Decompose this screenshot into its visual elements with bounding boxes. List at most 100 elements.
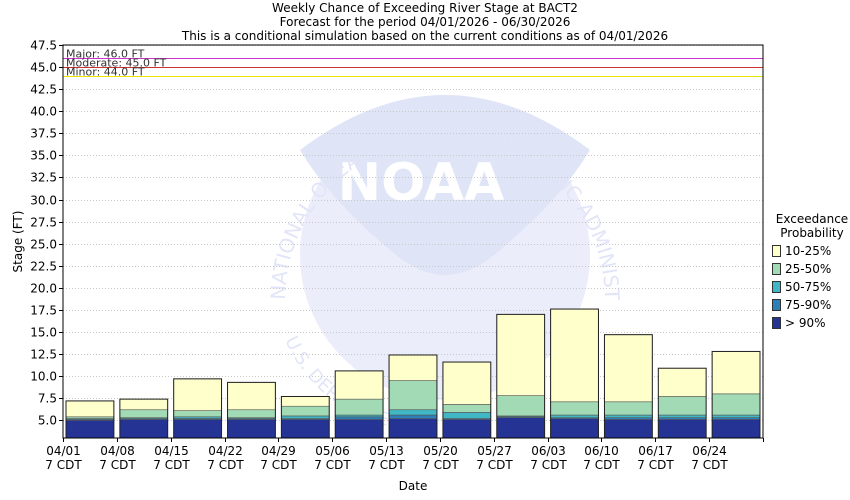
chart-title: Weekly Chance of Exceeding River Stage a… — [272, 1, 578, 15]
y-tick-label: 32.5 — [30, 171, 57, 185]
x-tick-sublabel: 7 CDT — [476, 458, 513, 472]
legend: Exceedance Probability 10-25% 25-50% 50-75… — [772, 212, 850, 332]
legend-title-line1: Exceedance — [775, 212, 849, 226]
bar-segment-25-50 — [550, 401, 599, 416]
bar-segment-25-50 — [173, 410, 222, 418]
x-tick-label: 06/10 — [584, 444, 619, 458]
y-tick-label: 22.5 — [30, 260, 57, 274]
bar-segment-25-50 — [604, 401, 653, 416]
x-tick-label: 04/29 — [261, 444, 296, 458]
x-tick-sublabel: 7 CDT — [691, 458, 728, 472]
bar-segment-10-25 — [604, 334, 653, 403]
bar-segment-25-50 — [281, 405, 330, 417]
legend-swatch — [772, 299, 781, 311]
x-tick-label: 05/27 — [477, 444, 512, 458]
x-tick-label: 04/08 — [100, 444, 135, 458]
x-tick-label: 05/06 — [315, 444, 350, 458]
x-tick-sublabel: 7 CDT — [422, 458, 459, 472]
legend-item: 10-25% — [772, 242, 850, 260]
x-tick-sublabel: 7 CDT — [99, 458, 136, 472]
y-tick-label: 35.0 — [30, 149, 57, 163]
y-tick-label: 15.0 — [30, 326, 57, 340]
plot-frame — [62, 44, 764, 439]
bar-segment-10-25 — [442, 361, 492, 405]
x-tick-sublabel: 7 CDT — [637, 458, 674, 472]
bar-segment-gt90 — [173, 419, 222, 439]
bar-segment-gt90 — [334, 419, 384, 439]
x-tick-label: 04/01 — [46, 444, 81, 458]
bar-segment-10-25 — [119, 398, 168, 411]
x-tick-label: 04/15 — [154, 444, 189, 458]
x-tick-label: 05/13 — [369, 444, 404, 458]
x-tick-label: 06/03 — [531, 444, 566, 458]
legend-swatch — [772, 263, 781, 275]
x-tick-sublabel: 7 CDT — [314, 458, 351, 472]
bar-segment-50-75 — [711, 414, 761, 418]
bar-segment-50-75 — [550, 414, 599, 418]
y-tick-label: 45.0 — [30, 61, 57, 75]
bar-segment-75-90 — [388, 414, 438, 419]
bar-segment-gt90 — [550, 418, 599, 439]
chart-subtitle-period: Forecast for the period 04/01/2026 - 06/… — [279, 15, 571, 29]
bar-segment-gt90 — [227, 419, 276, 439]
y-tick-label: 42.5 — [30, 83, 57, 97]
x-tick-sublabel: 7 CDT — [153, 458, 190, 472]
bar-segment-gt90 — [711, 419, 761, 439]
bar-segment-10-25 — [711, 351, 761, 395]
bar-segment-gt90 — [604, 419, 653, 439]
bar-segment-50-75 — [658, 414, 707, 418]
bar-segment-25-50 — [711, 393, 761, 416]
legend-swatch — [772, 245, 781, 257]
y-tick-label: 30.0 — [30, 194, 57, 208]
x-tick-sublabel: 7 CDT — [260, 458, 297, 472]
legend-swatch — [772, 317, 781, 329]
bar-segment-gt90 — [388, 418, 438, 439]
legend-title-line2: Probability — [780, 226, 844, 240]
y-tick-label: 47.5 — [30, 39, 57, 53]
y-tick-label: 40.0 — [30, 105, 57, 119]
y-tick-label: 27.5 — [30, 216, 57, 230]
bar-segment-10-25 — [281, 396, 330, 407]
noaa-logo-text: NOAA — [338, 153, 505, 213]
bar-segment-10-25 — [334, 370, 384, 400]
bar-segment-10-25 — [658, 367, 707, 397]
legend-item: > 90% — [772, 314, 850, 332]
bar-segment-25-50 — [496, 395, 545, 417]
bar-segment-10-25 — [550, 308, 599, 403]
chart-titles: Weekly Chance of Exceeding River Stage a… — [0, 0, 850, 43]
bar-segment-gt90 — [496, 417, 545, 439]
bar-segment-25-50 — [119, 409, 168, 418]
threshold-label-minor: Minor: 44.0 FT — [66, 66, 145, 79]
bar-segment-75-90 — [334, 416, 384, 420]
x-tick-label: 04/22 — [208, 444, 243, 458]
bar-segment-gt90 — [65, 420, 115, 439]
legend-item: 50-75% — [772, 278, 850, 296]
bar-segment-10-25 — [496, 314, 545, 396]
bar-segment-10-25 — [388, 354, 438, 381]
bar-segment-50-75 — [442, 412, 492, 419]
y-tick-label: 12.5 — [30, 348, 57, 362]
bar-segment-25-50 — [658, 396, 707, 416]
bar-segment-25-50 — [334, 398, 384, 416]
bar-segment-gt90 — [119, 419, 168, 439]
bar-segment-10-25 — [65, 400, 115, 418]
bar-segment-gt90 — [281, 419, 330, 439]
bar-segment-50-75 — [388, 409, 438, 416]
y-tick-label: 5.0 — [38, 414, 57, 428]
bar-segment-25-50 — [388, 380, 438, 411]
legend-label: 25-50% — [785, 262, 832, 276]
legend-item: 75-90% — [772, 296, 850, 314]
chart-subtitle-conditions: This is a conditional simulation based o… — [181, 29, 669, 43]
y-tick-label: 25.0 — [30, 238, 57, 252]
x-tick-label: 06/24 — [692, 444, 727, 458]
x-axis-label: Date — [399, 479, 428, 493]
x-tick-sublabel: 7 CDT — [368, 458, 405, 472]
x-tick-label: 05/20 — [423, 444, 458, 458]
legend-swatch — [772, 281, 781, 293]
y-tick-label: 20.0 — [30, 282, 57, 296]
bar-segment-50-75 — [281, 415, 330, 419]
x-tick-sublabel: 7 CDT — [530, 458, 567, 472]
y-tick-label: 37.5 — [30, 127, 57, 141]
legend-label: > 90% — [785, 316, 826, 330]
legend-label: 50-75% — [785, 280, 832, 294]
